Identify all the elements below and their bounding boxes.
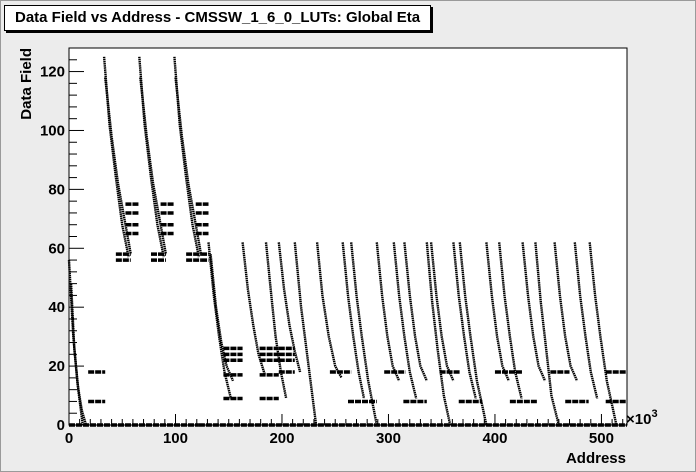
data-curve-0-9 [209,254,235,382]
x-axis-title: Address [566,450,626,467]
x-tick-label: 500 [589,430,614,447]
data-curve-0-5 [139,77,168,255]
data-curve-0-15 [341,242,366,399]
data-curve-0-28 [553,242,579,382]
data-curve-0-16 [350,242,378,426]
data-curve-0-24 [485,242,510,382]
y-tick-label: 0 [57,417,65,434]
y-tick-label: 40 [48,299,65,316]
data-curve-0-17 [375,242,401,382]
plot-area [69,48,627,425]
data-curve-0-4 [138,56,165,258]
x-tick-label: 0 [65,430,73,447]
data-curve-0-27 [534,242,560,426]
y-tick-label: 60 [48,240,65,257]
x-multiplier-base: ×10 [626,411,651,428]
data-curve-0-22 [452,242,477,399]
data-curve-0-29 [573,242,599,399]
data-curve-0-21 [429,242,455,382]
data-curve-0-23 [458,242,488,426]
data-curve-0-13 [293,242,318,426]
data-curve-0-1 [69,283,84,426]
data-curve-0-8 [207,242,233,399]
data-curve-0-26 [521,242,547,382]
y-tick-label: 80 [48,181,65,198]
x-axis-multiplier: ×103 [626,408,658,428]
data-curve-0-7 [174,77,203,255]
y-tick-label: 100 [40,122,65,139]
data-curve-0-11 [264,242,288,399]
data-curve-0-30 [588,242,618,426]
data-curve-0-6 [173,56,201,258]
data-curve-0-14 [315,242,343,379]
y-tick-label: 120 [40,64,65,81]
x-tick-label: 400 [482,430,507,447]
chart-title: Data Field vs Address - CMSSW_1_6_0_LUTs… [4,5,432,31]
y-tick-label: 20 [48,358,65,375]
x-tick-label: 300 [376,430,401,447]
data-layer [67,56,627,427]
data-curve-0-19 [403,242,428,382]
data-curve-0-25 [498,242,523,399]
y-axis-title: Data Field [18,48,35,120]
x-multiplier-exponent: 3 [651,408,657,420]
data-curve-0-3 [104,77,132,255]
data-curve-0-18 [392,242,418,399]
x-tick-label: 200 [269,430,294,447]
data-curve-0-2 [102,56,130,258]
axes: 0 100 200 300 400 500 0 20 40 60 80 100 120 [40,47,628,447]
data-curve-0-20 [425,242,452,426]
x-tick-label: 100 [163,430,188,447]
data-curve-0-12 [277,242,302,373]
